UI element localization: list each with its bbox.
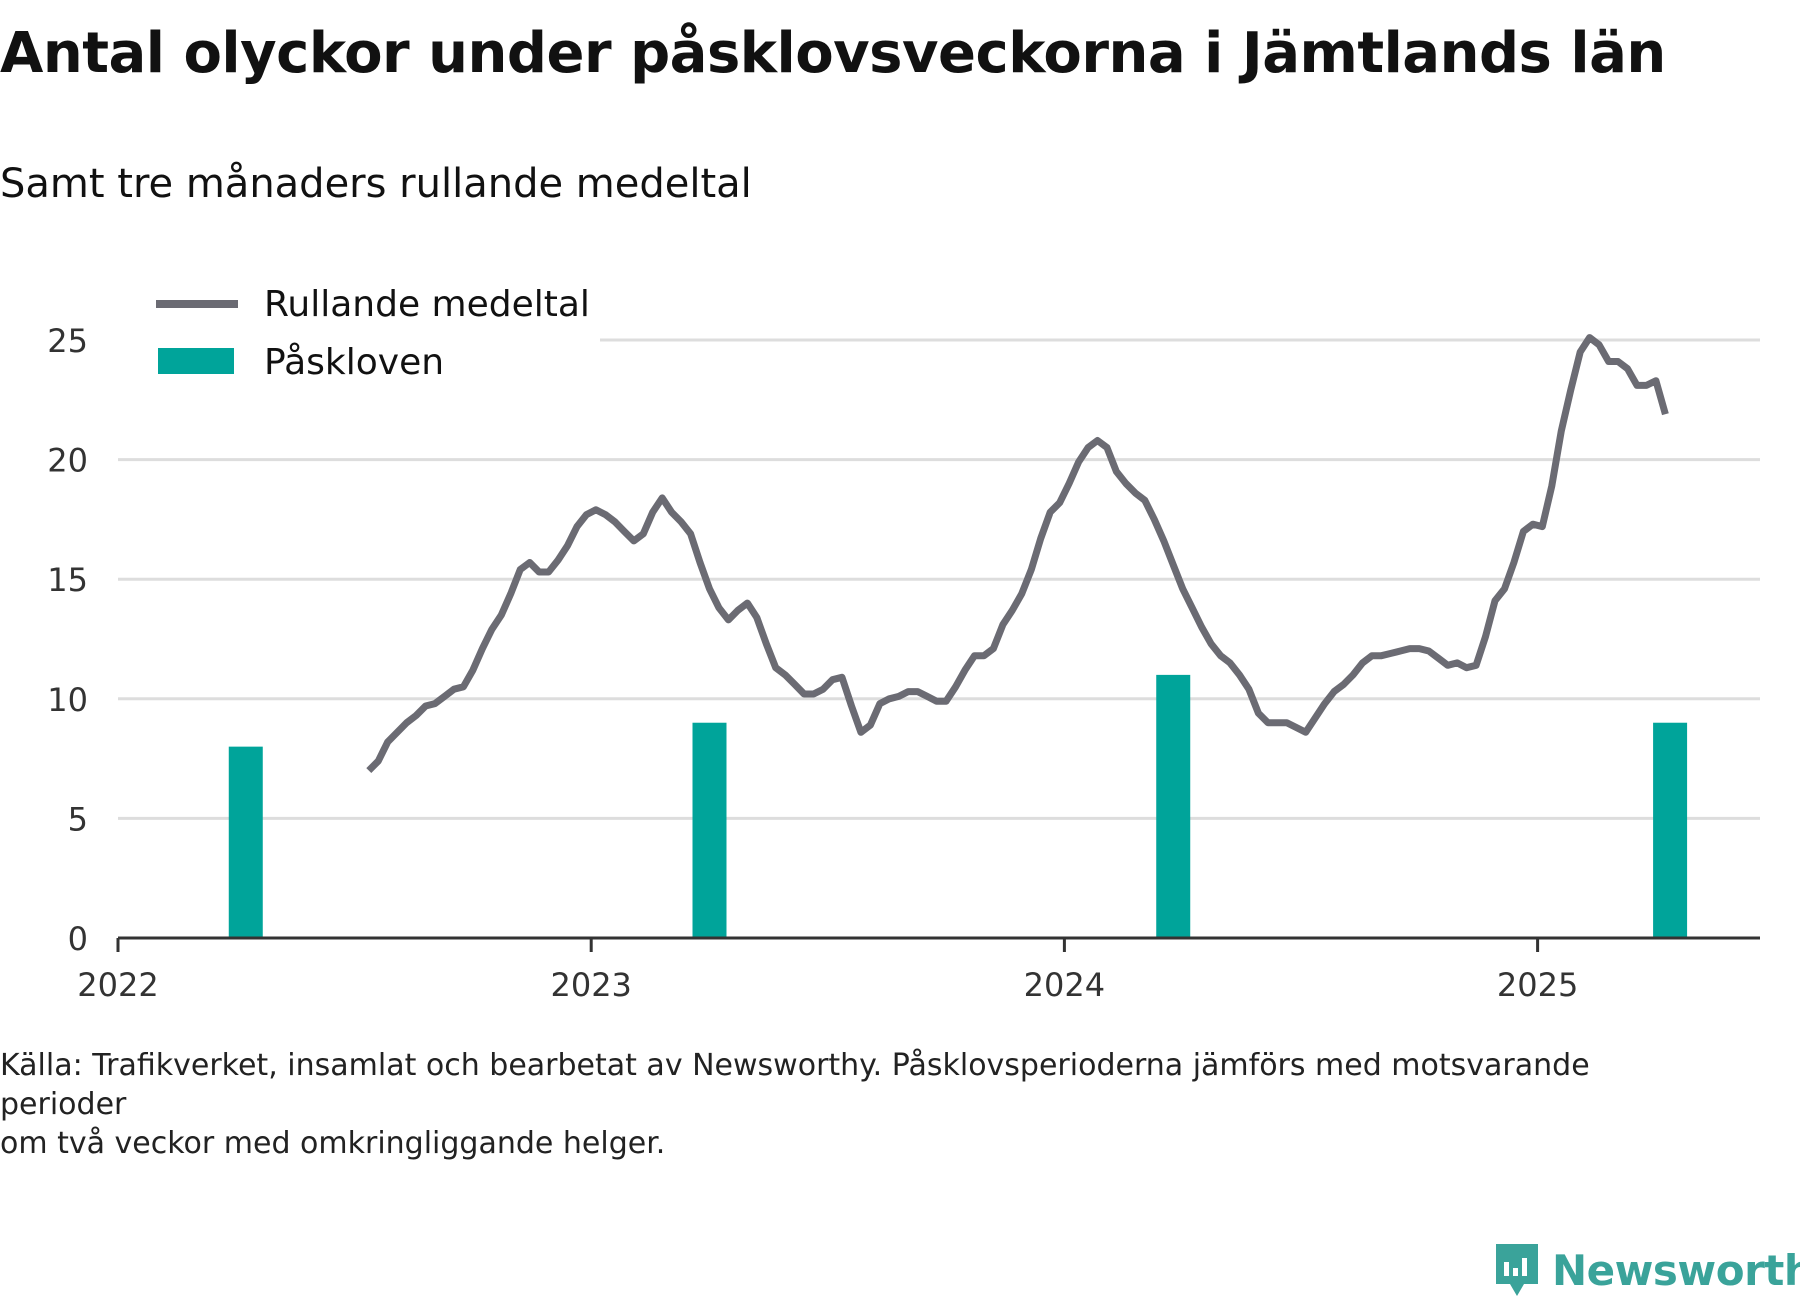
- legend-bar-swatch: [158, 348, 234, 374]
- chart-title: Antal olyckor under påsklovsveckorna i J…: [0, 21, 1666, 86]
- line-series: [366, 334, 1669, 774]
- bar-paskloven: [228, 746, 263, 938]
- newsworthy-logo: Newsworthy: [1492, 1240, 1800, 1300]
- x-tick-label: 2022: [77, 966, 158, 1004]
- legend-label-bar: Påskloven: [264, 342, 444, 383]
- bar-paskloven: [1156, 674, 1191, 938]
- chart-subtitle: Samt tre månaders rullande medeltal: [0, 161, 752, 207]
- gridlines: [118, 338, 1760, 820]
- x-tick-label: 2024: [1024, 966, 1105, 1004]
- legend: Rullande medeltal Påskloven: [118, 270, 600, 388]
- logo-text: Newsworthy: [1552, 1245, 1800, 1295]
- y-tick-label: 20: [47, 442, 88, 480]
- legend-label-line: Rullande medeltal: [264, 284, 590, 325]
- y-tick-label: 10: [47, 681, 88, 719]
- y-tick-label: 25: [47, 322, 88, 360]
- y-tick-label: 15: [47, 561, 88, 599]
- x-axis: 2022 2023 2024 2025: [77, 936, 1760, 1004]
- y-tick-label: 0: [68, 920, 88, 958]
- newsworthy-logo-icon: [1496, 1244, 1538, 1296]
- source-note: Källa: Trafikverket, insamlat och bearbe…: [0, 1048, 1590, 1161]
- bar-paskloven: [692, 722, 727, 938]
- x-tick-label: 2025: [1497, 966, 1578, 1004]
- bar-series: [228, 674, 1688, 938]
- y-tick-label: 5: [68, 800, 88, 838]
- y-axis-ticks: 0 5 10 15 20 25: [47, 322, 88, 958]
- bar-paskloven: [1653, 722, 1688, 938]
- x-tick-label: 2023: [550, 966, 631, 1004]
- line-rullande-medeltal: [366, 334, 1669, 774]
